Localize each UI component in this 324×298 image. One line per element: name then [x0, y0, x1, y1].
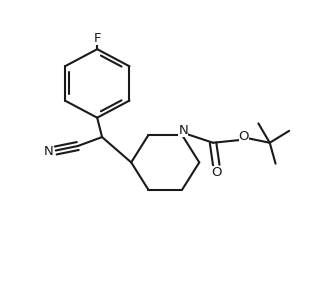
Text: O: O	[238, 130, 249, 143]
Text: N: N	[178, 124, 188, 137]
Text: F: F	[93, 32, 101, 45]
Text: O: O	[211, 166, 222, 179]
Text: N: N	[44, 145, 53, 159]
